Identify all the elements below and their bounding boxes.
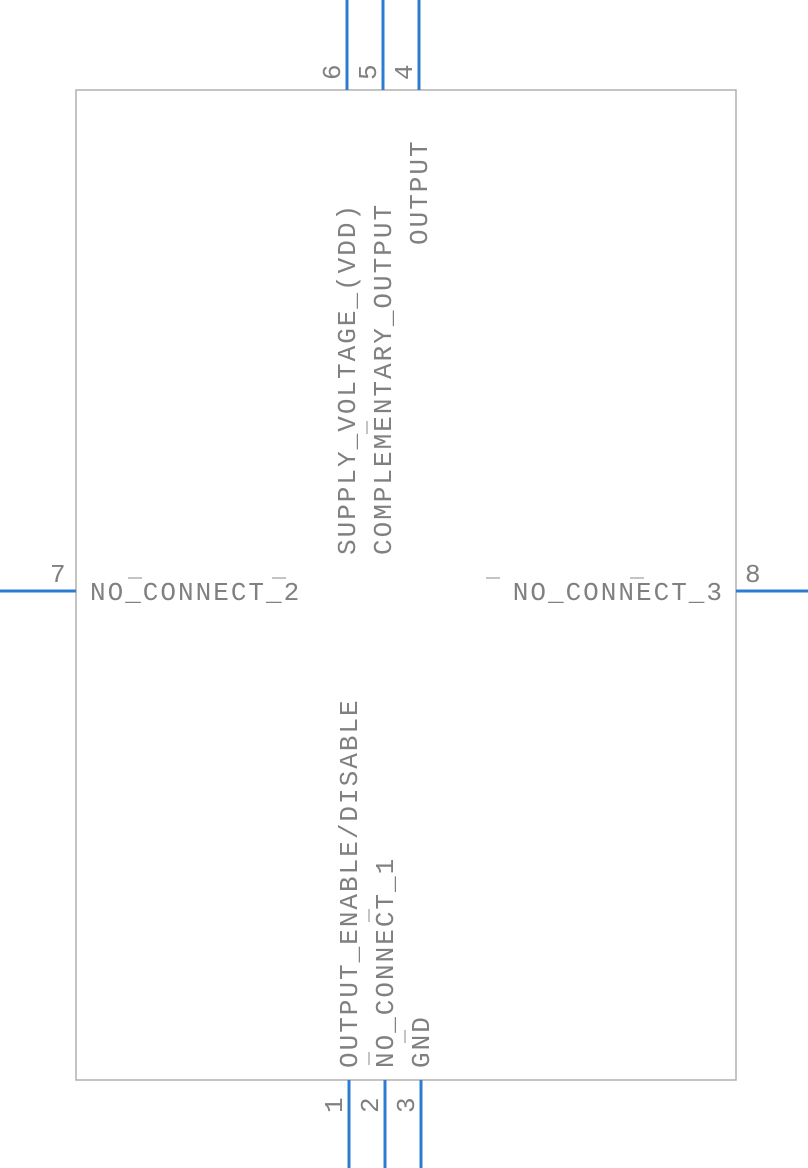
pin-8-number: 8 [745,560,761,590]
pin-6-name: SUPPLY_VOLTAGE_(VDD) [333,203,363,555]
pin-7-name: NO_CONNECT_2 [90,578,301,608]
pin-2-name: NO_CONNECT_1 [371,857,401,1068]
pin-4-name: OUTPUT [405,139,435,245]
pin-3-number: 3 [392,1097,422,1113]
pin-6-number: 6 [318,64,348,80]
pin-2-number: 2 [356,1097,386,1113]
pin-5-number: 5 [354,64,384,80]
pin-8-name: NO_CONNECT_3 [513,578,724,608]
pin-4-number: 4 [390,64,420,80]
pin-1-name: OUTPUT_ENABLE/DISABLE [335,698,365,1068]
pin-3-name: GND [407,1015,437,1068]
schematic-svg: 6 5 4 1 2 3 7 8 SUPPLY_VOLTAGE_(VDD) COM… [0,0,808,1168]
pin-5-name: COMPLEMENTARY_OUTPUT [369,203,399,555]
pin-1-number: 1 [320,1097,350,1113]
pin-7-number: 7 [50,560,66,590]
